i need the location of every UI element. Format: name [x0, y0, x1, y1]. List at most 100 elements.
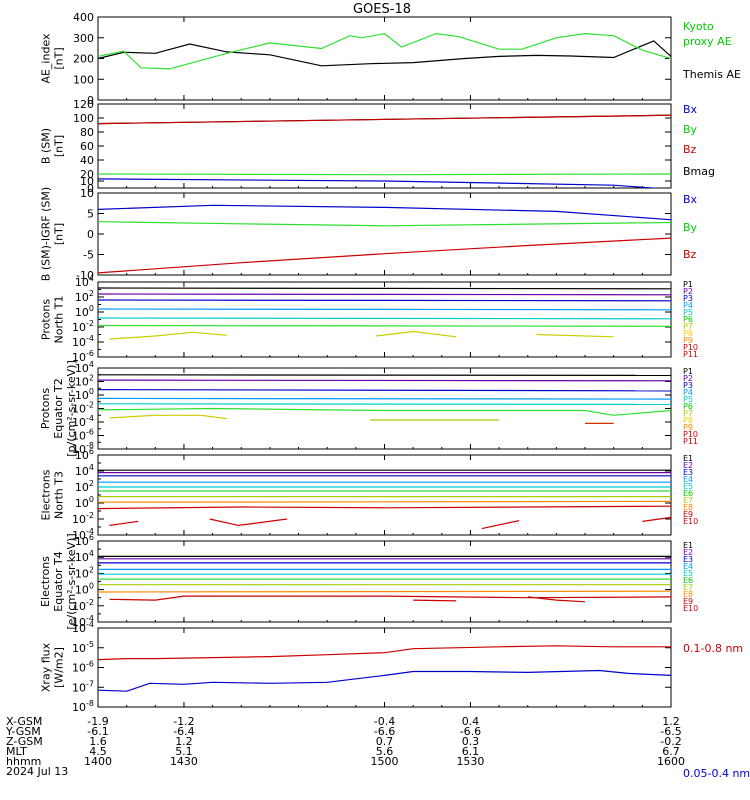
y-tick-label: 10-4	[72, 334, 94, 349]
legend-item: P8	[683, 329, 693, 338]
y-tick-exponent: -6	[86, 660, 94, 669]
y-tick-exponent: -8	[86, 441, 94, 450]
series-group	[98, 287, 671, 340]
y-tick-exponent: 2	[89, 289, 94, 298]
legend-item: E4	[683, 562, 693, 571]
legend-item: P3	[683, 294, 693, 303]
legend-item: E7	[683, 583, 693, 592]
series-group	[98, 645, 671, 692]
legend-item: Kyoto	[683, 20, 714, 33]
legend-item: E7	[683, 496, 693, 505]
series-group	[98, 114, 671, 188]
legend-item: P11	[683, 437, 698, 446]
y-axis-label: AE_index	[40, 33, 53, 84]
legend-item: P8	[683, 416, 693, 425]
y-tick-exponent: 2	[89, 374, 94, 383]
ephemeris-value: 4.5	[89, 745, 107, 758]
legend-item: P4	[683, 388, 693, 397]
legend: Kyoto proxy AE Themis AE	[682, 20, 741, 81]
y-tick-label: 100	[73, 73, 94, 86]
series-line	[642, 516, 671, 522]
series-group	[98, 32, 671, 70]
y-tick-label: 100	[75, 495, 94, 510]
legend-item: E5	[683, 482, 693, 491]
series-line	[98, 114, 671, 125]
legend-item: P9	[683, 423, 693, 432]
series-line	[109, 595, 671, 601]
legend-item: E6	[683, 576, 693, 585]
y-tick-label: 100	[75, 304, 94, 319]
y-axis-label: North T3	[53, 471, 66, 519]
y-axis-label: [e/(cm²-s-sr-keV)]	[65, 533, 78, 629]
y-tick-label: 10-2	[72, 511, 94, 526]
series-line	[375, 330, 457, 338]
y-axis-label: [p/(cm²-s-sr-keV)]	[65, 360, 78, 457]
series-line	[98, 178, 661, 188]
y-tick-label: 104	[75, 463, 94, 478]
series-line	[527, 596, 586, 603]
legend-item: P10	[683, 430, 698, 439]
ephemeris-value: 0.7	[376, 735, 394, 748]
series-line	[98, 204, 671, 221]
ephemeris-value: -1.2	[173, 715, 194, 728]
series-group	[98, 374, 671, 424]
legend-item: E8	[683, 590, 693, 599]
legend-item: E8	[683, 503, 693, 512]
ephemeris-row-label: X-GSM	[6, 715, 42, 728]
y-tick-label: 20	[80, 168, 94, 181]
legend-item: 0.05-0.4 nm	[683, 767, 750, 780]
series-line	[98, 317, 671, 320]
series-line	[98, 397, 671, 400]
ephemeris-value: 5.6	[376, 745, 394, 758]
ephemeris-row-label: Y-GSM	[5, 725, 41, 738]
legend-item: P11	[683, 350, 698, 359]
legend-item: P7	[683, 409, 693, 418]
legend: 0.1-0.8 nm 0.05-0.4 nm	[683, 642, 750, 780]
legend-item: P6	[683, 402, 693, 411]
legend-item: E3	[683, 468, 693, 477]
y-tick-label: 102	[75, 289, 94, 304]
ephemeris-value: 1600	[657, 755, 685, 768]
y-tick-label: 300	[73, 32, 94, 45]
series-line	[98, 407, 671, 416]
y-tick-exponent: -8	[86, 699, 94, 708]
y-tick-label: 10-7	[72, 679, 94, 694]
legend-item: P1	[683, 280, 693, 289]
ephemeris-value: -6.6	[460, 725, 481, 738]
y-tick-exponent: -2	[86, 401, 94, 410]
y-tick-exponent: -4	[86, 527, 94, 536]
ephemeris-row-label: 2024 Jul 13	[6, 765, 68, 778]
series-line	[209, 518, 288, 527]
panel-frame	[97, 281, 672, 358]
series-line	[536, 333, 614, 338]
ephemeris-value: 5.1	[175, 745, 193, 758]
legend-item: Bz	[683, 248, 697, 261]
y-tick-label: 200	[73, 53, 94, 66]
y-tick-label: 400	[73, 11, 94, 24]
y-tick-label: 120	[73, 98, 94, 111]
y-tick-label: 10-6	[72, 660, 94, 675]
panel-bdiff: -10 -5 0 5 10 B (SM)-IGRF (SM) [nT] Bx By Bz	[40, 187, 698, 282]
series-line	[98, 237, 671, 274]
y-axis-label: Equator T4	[52, 551, 65, 611]
y-tick-exponent: -5	[86, 640, 94, 649]
y-tick-label: 100	[73, 112, 94, 125]
legend-item: 0.1-0.8 nm	[683, 642, 743, 655]
panel-frame	[97, 192, 672, 276]
legend-item: P3	[683, 381, 693, 390]
legend-item: E2	[683, 548, 693, 557]
panel-frame	[97, 454, 672, 536]
y-tick-label: 102	[75, 479, 94, 494]
ephemeris-value: 6.7	[662, 745, 680, 758]
panel-xray: 10-8 10-7 10-6 10-5 10-4 Xray flux [W/m2] 0.1-0…	[40, 620, 750, 780]
legend-item: E3	[683, 555, 693, 564]
legend: Bx By Bz	[683, 193, 698, 261]
ephemeris-row-label: MLT	[6, 745, 27, 758]
ephemeris-value: -1.9	[87, 715, 108, 728]
